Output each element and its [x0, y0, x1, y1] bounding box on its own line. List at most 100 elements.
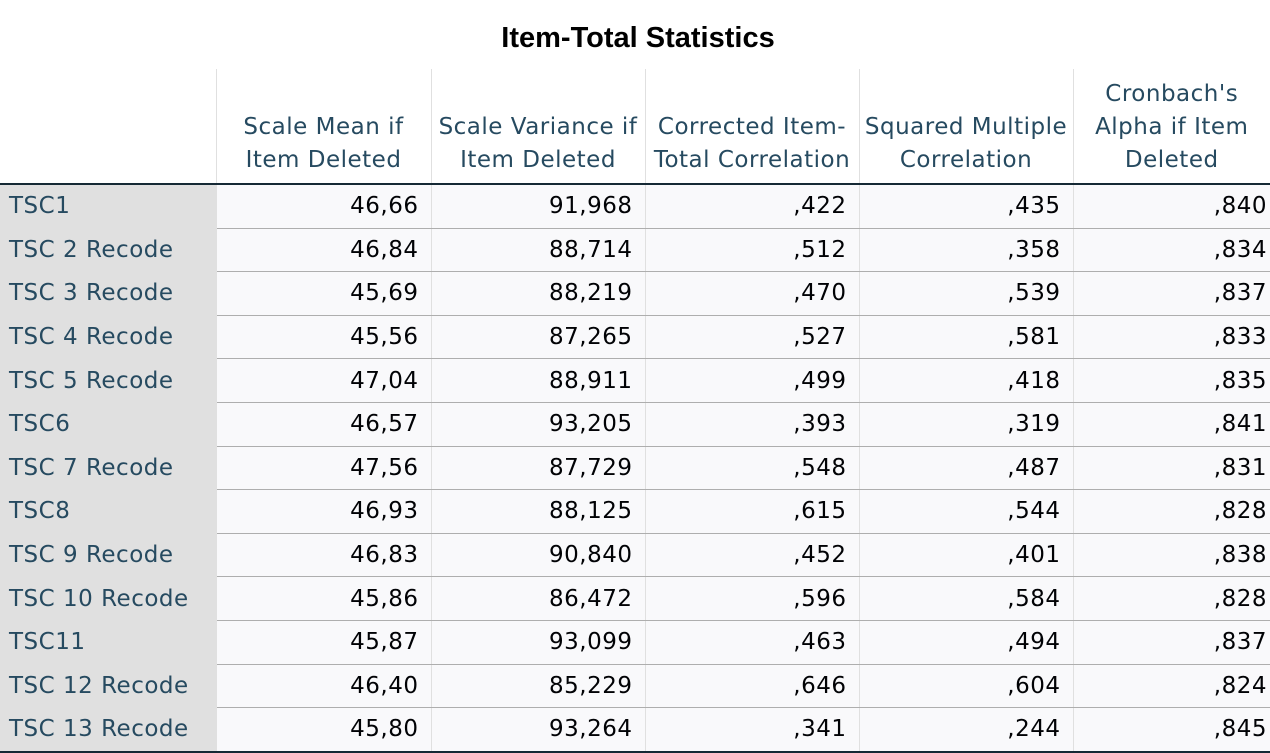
table-cell: 46,83: [215, 533, 431, 578]
table-cell: ,435: [858, 184, 1073, 229]
row-label: TSC 5 Recode: [0, 358, 216, 403]
row-label: TSC 7 Recode: [0, 446, 216, 491]
table-row: TSC 2 Recode 46,84 88,714,512,358,834: [0, 228, 1270, 273]
table-cell: ,584: [858, 576, 1073, 621]
table-cell: ,831: [1072, 446, 1270, 491]
table-cell: 87,729: [430, 446, 645, 491]
table-row: TSC 7 Recode 47,56 87,729,548,487,831: [0, 446, 1270, 491]
table-row: TSC 3 Recode 45,69 88,219,470,539,837: [0, 271, 1270, 316]
table-cell: 45,87: [215, 620, 431, 665]
table-cell: ,319: [858, 402, 1073, 447]
table-row: TSC11 45,87 93,099,463,494,837: [0, 620, 1270, 665]
table-row: TSC 9 Recode 46,83 90,840,452,401,838: [0, 533, 1270, 578]
table-cell: ,834: [1072, 228, 1270, 273]
table-cell: ,494: [858, 620, 1073, 665]
table-row: TSC6 46,57 93,205,393,319,841: [0, 402, 1270, 447]
table-cell: ,828: [1072, 489, 1270, 534]
table-cell: 90,840: [430, 533, 645, 578]
table-cell: ,422: [644, 184, 859, 229]
table-cell: ,341: [644, 707, 859, 753]
table-row: TSC8 46,93 88,125,615,544,828: [0, 489, 1270, 534]
table-cell: 85,229: [430, 664, 645, 709]
column-header-squared-multiple-correlation: Squared Multiple Correlation: [858, 69, 1073, 185]
table-cell: ,824: [1072, 664, 1270, 709]
row-label: TSC 3 Recode: [0, 271, 216, 316]
table-cell: 88,911: [430, 358, 645, 403]
table-cell: ,463: [644, 620, 859, 665]
table-row: TSC 10 Recode 45,86 86,472,596,584,828: [0, 576, 1270, 621]
table-cell: ,548: [644, 446, 859, 491]
table-cell: ,604: [858, 664, 1073, 709]
table-cell: 93,205: [430, 402, 645, 447]
table-header: Scale Mean if Item Deleted Scale Varianc…: [0, 69, 1270, 185]
table-cell: ,838: [1072, 533, 1270, 578]
table-cell: ,837: [1072, 271, 1270, 316]
column-header-cronbach-alpha: Cronbach's Alpha if Item Deleted: [1072, 69, 1270, 185]
table-cell: ,452: [644, 533, 859, 578]
table-row: TSC 5 Recode 47,04 88,911,499,418,835: [0, 358, 1270, 403]
column-header-corrected-correlation: Corrected Item-Total Correlation: [644, 69, 859, 185]
table-row: TSC 12 Recode 46,40 85,229,646,604,824: [0, 664, 1270, 709]
table-cell: ,487: [858, 446, 1073, 491]
table-cell: 93,264: [430, 707, 645, 753]
table-cell: 46,40: [215, 664, 431, 709]
table-cell: 88,714: [430, 228, 645, 273]
table-cell: ,615: [644, 489, 859, 534]
table-cell: 45,56: [215, 315, 431, 360]
row-label: TSC1: [0, 184, 216, 229]
row-label: TSC11: [0, 620, 216, 665]
row-label: TSC 9 Recode: [0, 533, 216, 578]
table-cell: 46,93: [215, 489, 431, 534]
table-body: TSC1 46,66 91,968,422,435,840 TSC 2 Recode 4…: [0, 184, 1270, 753]
table-cell: ,512: [644, 228, 859, 273]
row-label: TSC 2 Recode: [0, 228, 216, 273]
table-cell: ,544: [858, 489, 1073, 534]
row-label: TSC 13 Recode: [0, 707, 216, 753]
table-cell: ,393: [644, 402, 859, 447]
table-cell: ,646: [644, 664, 859, 709]
row-label: TSC 10 Recode: [0, 576, 216, 621]
table-cell: 88,125: [430, 489, 645, 534]
table-row: TSC 13 Recode 45,80 93,264,341,244,845: [0, 707, 1270, 753]
table-cell: ,244: [858, 707, 1073, 753]
column-header-scale-mean: Scale Mean if Item Deleted: [215, 69, 431, 185]
table-cell: ,828: [1072, 576, 1270, 621]
table-cell: ,470: [644, 271, 859, 316]
table-row: TSC 4 Recode 45,56 87,265,527,581,833: [0, 315, 1270, 360]
table-cell: 46,57: [215, 402, 431, 447]
table-cell: ,845: [1072, 707, 1270, 753]
row-label: TSC 12 Recode: [0, 664, 216, 709]
item-total-statistics-table: Scale Mean if Item Deleted Scale Varianc…: [0, 69, 1270, 753]
corner-header: [0, 69, 216, 185]
row-label: TSC8: [0, 489, 216, 534]
table-cell: 47,04: [215, 358, 431, 403]
table-cell: 88,219: [430, 271, 645, 316]
table-cell: ,841: [1072, 402, 1270, 447]
table-cell: ,499: [644, 358, 859, 403]
table-cell: 46,84: [215, 228, 431, 273]
table-cell: 91,968: [430, 184, 645, 229]
row-label: TSC6: [0, 402, 216, 447]
table-cell: 45,69: [215, 271, 431, 316]
table-cell: 45,86: [215, 576, 431, 621]
table-cell: ,833: [1072, 315, 1270, 360]
table-cell: ,358: [858, 228, 1073, 273]
table-row: TSC1 46,66 91,968,422,435,840: [0, 184, 1270, 229]
table-cell: 45,80: [215, 707, 431, 753]
table-cell: ,837: [1072, 620, 1270, 665]
table-cell: 93,099: [430, 620, 645, 665]
table-cell: 86,472: [430, 576, 645, 621]
table-cell: ,527: [644, 315, 859, 360]
table-cell: ,401: [858, 533, 1073, 578]
table-cell: ,539: [858, 271, 1073, 316]
header-row: Scale Mean if Item Deleted Scale Varianc…: [0, 69, 1270, 185]
column-header-scale-variance: Scale Variance if Item Deleted: [430, 69, 645, 185]
table-cell: ,418: [858, 358, 1073, 403]
table-cell: ,835: [1072, 358, 1270, 403]
table-title: Item-Total Statistics: [501, 22, 775, 54]
table-cell: ,581: [858, 315, 1073, 360]
table-cell: ,840: [1072, 184, 1270, 229]
row-label: TSC 4 Recode: [0, 315, 216, 360]
table-cell: ,596: [644, 576, 859, 621]
table-cell: 46,66: [215, 184, 431, 229]
